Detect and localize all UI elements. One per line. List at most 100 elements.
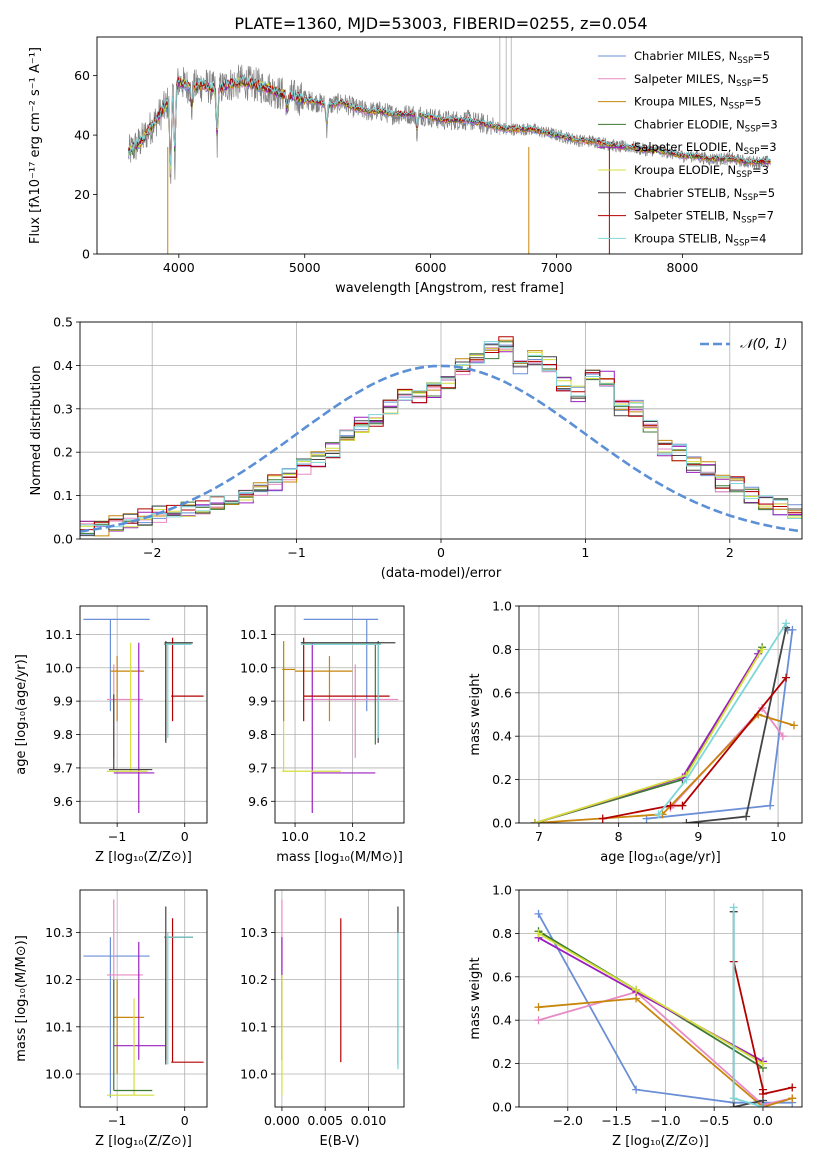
legend-entry: 𝒩(0, 1): [740, 337, 787, 352]
y-tick-label: 0.4: [492, 1013, 512, 1028]
y-tick-label: 10.3: [240, 925, 268, 940]
panel-7: 0.000 0.005 0.010 10.0 10.1 10.2 10.3 E(B-V): [240, 889, 405, 1149]
y-tick-label: 9.6: [53, 794, 73, 809]
y-tick-label: 0.8: [492, 642, 512, 657]
x-tick-label: 5000: [289, 260, 321, 275]
x-tick-label: 6000: [415, 260, 447, 275]
weight-marker: [534, 1003, 543, 1012]
legend-label: Kroupa MILES, N: [634, 95, 729, 109]
legend-label: Salpeter MILES, N: [634, 72, 736, 86]
weight-marker: [758, 645, 767, 654]
weight-marker: [782, 673, 791, 682]
y-tick-label: 9.9: [53, 694, 73, 709]
weight-marker: [782, 619, 791, 628]
panel-1: 4000 5000 6000 7000 8000 0 20 40 60 wavelength [A…: [28, 36, 803, 296]
histogram-kroupa_stelib: [80, 341, 802, 528]
axes-frame: [79, 321, 803, 540]
axes-frame: [79, 605, 208, 824]
weight-marker: [678, 801, 687, 810]
weight-marker: [534, 909, 543, 918]
axes-frame: [274, 605, 405, 824]
x-tick-label: 0.0: [753, 1113, 773, 1128]
weight-marker: [766, 801, 775, 810]
error-bar: [164, 643, 192, 742]
y-tick-label: 0.2: [492, 772, 512, 787]
y-tick-label: 9.8: [248, 727, 268, 742]
legend-sub: SSP: [737, 56, 753, 66]
y-tick-label: 10.1: [45, 627, 73, 642]
y-tick-label: 60: [74, 68, 90, 83]
y-tick-label: 10.2: [45, 972, 73, 987]
x-tick-label: 10: [770, 829, 786, 844]
weight-marker: [758, 1103, 767, 1107]
weight-line-salpeter_miles: [538, 990, 793, 1106]
weight-marker: [788, 1094, 797, 1103]
weight-marker: [682, 775, 691, 784]
y-tick-label: 20: [74, 187, 90, 202]
x-tick-label: 7: [535, 829, 543, 844]
weight-marker: [534, 929, 543, 938]
weight-line-kroupa_miles: [534, 713, 795, 823]
x-tick-label: 0: [437, 545, 445, 560]
x-tick-label: 8000: [666, 260, 698, 275]
x-tick-label: 10.0: [281, 829, 309, 844]
y-tick-label: 0.6: [492, 685, 512, 700]
legend-sub: SSP: [736, 79, 752, 89]
weight-marker: [758, 1089, 767, 1098]
error-bar: [303, 637, 390, 722]
legend-sub: SSP: [729, 102, 745, 112]
weight-marker: [778, 732, 787, 741]
x-axis-label: Z [log₁₀(Z/Z⊙)]: [95, 1134, 192, 1149]
y-axis-label: Normed distribution: [29, 366, 44, 496]
y-tick-label: 10.0: [240, 1066, 268, 1081]
error-bar: [303, 643, 382, 745]
y-axis-label: mass weight: [468, 673, 483, 755]
error-bar: [171, 918, 204, 1063]
y-tick-label: 10.0: [240, 660, 268, 675]
weight-marker: [729, 903, 738, 912]
weight-line-kroupa_miles: [538, 997, 793, 1107]
weight-marker: [729, 1094, 738, 1103]
y-tick-label: 10.1: [240, 627, 268, 642]
weight-line-chabrier_stelib: [732, 911, 764, 1107]
error-bar: [171, 637, 204, 722]
axes-frame: [274, 889, 405, 1108]
legend-value: =3: [752, 163, 769, 177]
plot-area: [519, 890, 802, 1107]
error-bar: [303, 664, 399, 758]
x-tick-label: −1: [287, 545, 305, 560]
legend-label: Kroupa ELODIE, N: [634, 163, 736, 177]
y-tick-label: 10.2: [240, 972, 268, 987]
y-tick-label: 9.6: [248, 794, 268, 809]
legend-label: Chabrier MILES, N: [634, 49, 737, 63]
legend-value: =5: [753, 49, 770, 63]
figure-title: PLATE=1360, MJD=53003, FIBERID=0255, z=0…: [234, 14, 647, 33]
y-tick-label: 0.6: [492, 969, 512, 984]
x-axis-label: Z [log₁₀(Z/Z⊙)]: [95, 850, 192, 865]
error-bar: [164, 936, 193, 1060]
y-tick-label: 0.3: [53, 401, 73, 416]
y-tick-label: 10.1: [240, 1019, 268, 1034]
legend-entry: Salpeter ELODIE, NSSP=3: [634, 140, 777, 157]
axes-frame: [518, 889, 803, 1108]
y-tick-label: 0.2: [492, 1056, 512, 1071]
x-tick-label: 0: [181, 1113, 189, 1128]
weight-line-salpeter_stelib: [602, 677, 787, 820]
error-bar: [107, 664, 143, 758]
legend-sub: SSP: [744, 147, 760, 157]
error-bar: [300, 643, 382, 738]
y-axis-label: mass weight: [468, 957, 483, 1039]
weight-marker: [632, 1085, 641, 1094]
histogram-kroupa_elodie: [80, 347, 802, 531]
weight-marker: [788, 1083, 797, 1092]
x-axis-label: wavelength [Angstrom, rest frame]: [335, 281, 564, 296]
x-axis-label: E(B-V): [319, 1134, 359, 1149]
y-tick-label: 0.2: [53, 445, 73, 460]
plot-area: [80, 322, 802, 539]
weight-marker: [758, 1059, 767, 1068]
y-tick-label: 0.8: [492, 926, 512, 941]
error-bar: [311, 642, 376, 813]
y-tick-label: 10.3: [45, 925, 73, 940]
legend-label: Kroupa STELIB, N: [634, 231, 734, 245]
